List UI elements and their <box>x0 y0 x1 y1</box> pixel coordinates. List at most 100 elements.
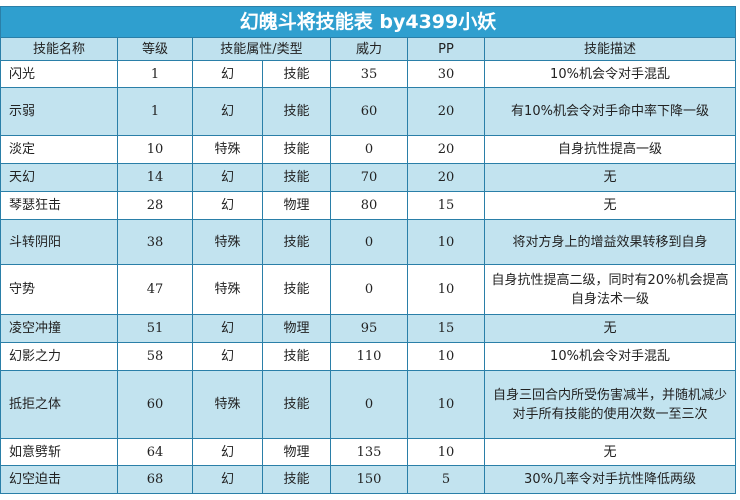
table-row: 幻空迫击 68 幻 技能 150 5 30%几率令对手抗性降低两级 <box>0 465 736 494</box>
skill-name: 闪光 <box>0 60 118 88</box>
skill-name: 斗转阴阳 <box>0 219 118 265</box>
skill-attribute: 幻 <box>192 314 263 343</box>
skill-type: 技能 <box>262 264 331 315</box>
skill-level: 51 <box>117 314 193 343</box>
skill-level: 1 <box>117 87 193 136</box>
skill-attribute: 特殊 <box>192 370 263 439</box>
skill-power: 0 <box>330 219 408 265</box>
skill-pp: 10 <box>407 370 485 439</box>
skill-attribute: 幻 <box>192 191 263 220</box>
skill-pp: 20 <box>407 135 485 164</box>
skill-pp: 10 <box>407 219 485 265</box>
skill-description: 自身抗性提高二级，同时有20%机会提高自身法术一级 <box>484 264 736 315</box>
skill-level: 10 <box>117 135 193 164</box>
skill-attribute: 特殊 <box>192 135 263 164</box>
skill-table: 幻魄斗将技能表 by4399小妖 技能名称 等级 技能属性/类型 威力 PP 技… <box>0 6 736 494</box>
skill-pp: 10 <box>407 264 485 315</box>
skill-description: 无 <box>484 314 736 343</box>
skill-name: 天幻 <box>0 163 118 192</box>
skill-name: 琴瑟狂击 <box>0 191 118 220</box>
skill-power: 35 <box>330 60 408 88</box>
table-row: 闪光 1 幻 技能 35 30 10%机会令对手混乱 <box>0 60 736 88</box>
skill-power: 0 <box>330 370 408 439</box>
skill-level: 60 <box>117 370 193 439</box>
header-pp: PP <box>407 37 485 61</box>
header-desc: 技能描述 <box>484 37 736 61</box>
skill-attribute: 特殊 <box>192 219 263 265</box>
skill-type: 技能 <box>262 60 331 88</box>
skill-pp: 30 <box>407 60 485 88</box>
skill-description: 10%机会令对手混乱 <box>484 60 736 88</box>
skill-level: 58 <box>117 342 193 371</box>
skill-power: 150 <box>330 465 408 494</box>
header-level: 等级 <box>117 37 193 61</box>
skill-pp: 15 <box>407 314 485 343</box>
skill-type: 技能 <box>262 370 331 439</box>
skill-type: 技能 <box>262 342 331 371</box>
skill-name: 幻影之力 <box>0 342 118 371</box>
skill-power: 80 <box>330 191 408 220</box>
skill-name: 如意劈斩 <box>0 438 118 466</box>
header-power: 威力 <box>330 37 408 61</box>
skill-pp: 15 <box>407 191 485 220</box>
skill-description: 30%几率令对手抗性降低两级 <box>484 465 736 494</box>
skill-description: 自身三回合内所受伤害减半，并随机减少对手所有技能的使用次数一至三次 <box>484 370 736 439</box>
skill-type: 技能 <box>262 163 331 192</box>
header-row: 技能名称 等级 技能属性/类型 威力 PP 技能描述 <box>0 37 736 61</box>
skill-description: 有10%机会令对手命中率下降一级 <box>484 87 736 136</box>
skill-level: 1 <box>117 60 193 88</box>
skill-power: 135 <box>330 438 408 466</box>
skill-description: 无 <box>484 191 736 220</box>
table-title: 幻魄斗将技能表 by4399小妖 <box>0 6 736 38</box>
table-row: 守势 47 特殊 技能 0 10 自身抗性提高二级，同时有20%机会提高自身法术… <box>0 264 736 315</box>
skill-power: 95 <box>330 314 408 343</box>
table-row: 如意劈斩 64 幻 物理 135 10 无 <box>0 438 736 466</box>
skill-name: 示弱 <box>0 87 118 136</box>
table-row: 天幻 14 幻 技能 70 20 无 <box>0 163 736 192</box>
skill-pp: 10 <box>407 438 485 466</box>
skill-name: 淡定 <box>0 135 118 164</box>
skill-level: 64 <box>117 438 193 466</box>
table-row: 凌空冲撞 51 幻 物理 95 15 无 <box>0 314 736 343</box>
skill-attribute: 幻 <box>192 438 263 466</box>
skill-description: 自身抗性提高一级 <box>484 135 736 164</box>
skill-level: 47 <box>117 264 193 315</box>
skill-attribute: 幻 <box>192 60 263 88</box>
skill-description: 无 <box>484 438 736 466</box>
header-attr-type: 技能属性/类型 <box>192 37 331 61</box>
skill-attribute: 幻 <box>192 342 263 371</box>
skill-name: 抵拒之体 <box>0 370 118 439</box>
skill-type: 技能 <box>262 135 331 164</box>
skill-attribute: 幻 <box>192 163 263 192</box>
table-row: 斗转阴阳 38 特殊 技能 0 10 将对方身上的增益效果转移到自身 <box>0 219 736 265</box>
skill-power: 0 <box>330 135 408 164</box>
skill-description: 无 <box>484 163 736 192</box>
skill-level: 28 <box>117 191 193 220</box>
skill-level: 14 <box>117 163 193 192</box>
skill-attribute: 幻 <box>192 465 263 494</box>
table-row: 淡定 10 特殊 技能 0 20 自身抗性提高一级 <box>0 135 736 164</box>
table-row: 琴瑟狂击 28 幻 物理 80 15 无 <box>0 191 736 220</box>
table-row: 幻影之力 58 幻 技能 110 10 10%机会令对手混乱 <box>0 342 736 371</box>
skill-power: 70 <box>330 163 408 192</box>
skill-pp: 10 <box>407 342 485 371</box>
skill-type: 物理 <box>262 314 331 343</box>
skill-name: 幻空迫击 <box>0 465 118 494</box>
skill-type: 技能 <box>262 465 331 494</box>
table-row: 示弱 1 幻 技能 60 20 有10%机会令对手命中率下降一级 <box>0 87 736 136</box>
skill-type: 技能 <box>262 219 331 265</box>
skill-level: 38 <box>117 219 193 265</box>
skill-type: 技能 <box>262 87 331 136</box>
skill-type: 物理 <box>262 438 331 466</box>
skill-name: 守势 <box>0 264 118 315</box>
skill-description: 将对方身上的增益效果转移到自身 <box>484 219 736 265</box>
skill-name: 凌空冲撞 <box>0 314 118 343</box>
skill-power: 110 <box>330 342 408 371</box>
skill-power: 0 <box>330 264 408 315</box>
skill-pp: 20 <box>407 163 485 192</box>
skill-attribute: 特殊 <box>192 264 263 315</box>
header-name: 技能名称 <box>0 37 118 61</box>
skill-level: 68 <box>117 465 193 494</box>
skill-power: 60 <box>330 87 408 136</box>
skill-attribute: 幻 <box>192 87 263 136</box>
